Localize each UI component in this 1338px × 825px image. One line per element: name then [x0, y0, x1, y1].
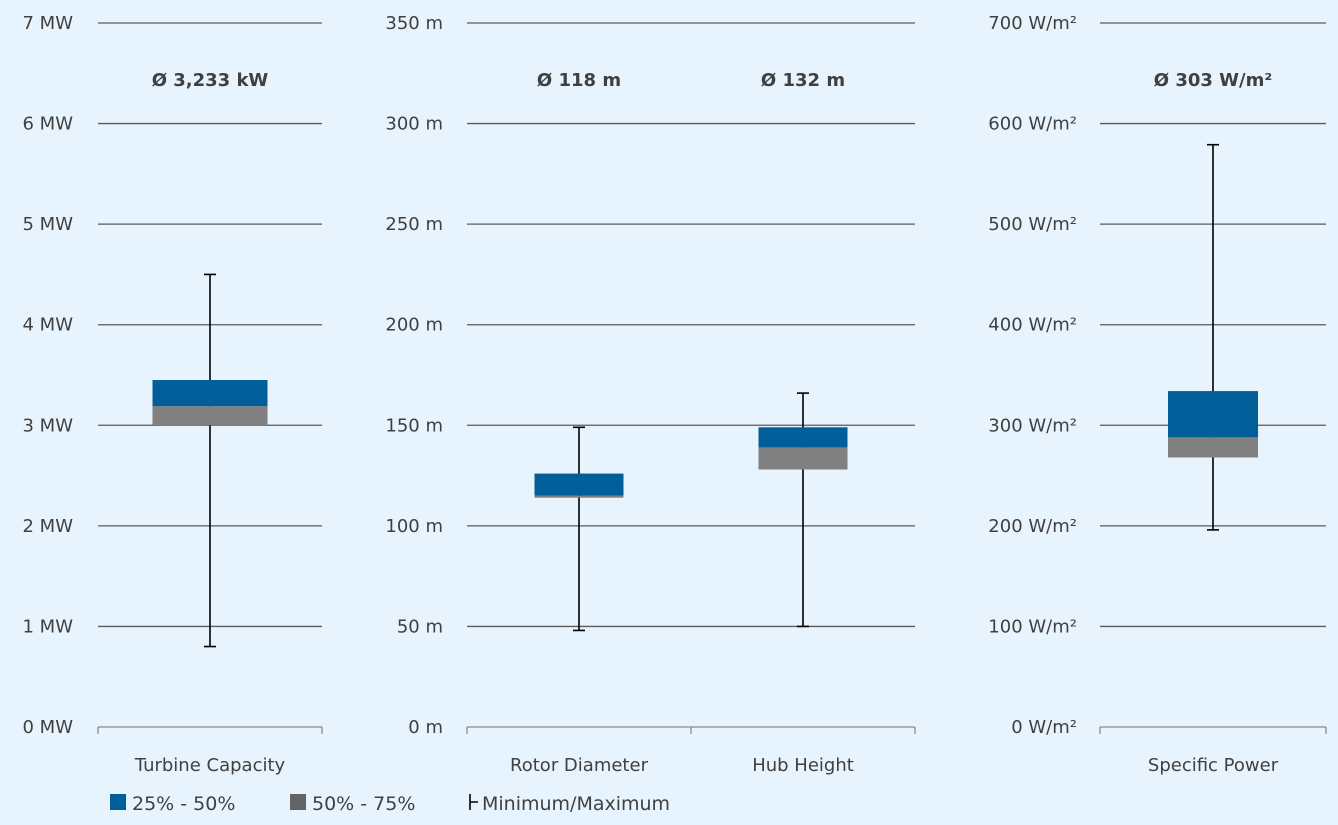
box-lower-segment — [1168, 437, 1258, 458]
x-axis — [466, 726, 916, 734]
y-tick-label: 0 W/m² — [1011, 717, 1077, 738]
y-tick-label: 250 m — [385, 214, 443, 235]
mean-label: Ø 118 m — [537, 70, 621, 91]
chart-legend: 25% - 50% 50% - 75% Minimum/Maximum — [110, 793, 670, 815]
y-tick-label: 5 MW — [22, 214, 73, 235]
y-tick-label: 50 m — [397, 616, 443, 637]
mean-label: Ø 303 W/m² — [1154, 70, 1272, 91]
category-label: Hub Height — [752, 755, 854, 776]
y-tick-label: 500 W/m² — [988, 214, 1077, 235]
box-lower-segment — [758, 447, 848, 470]
x-axis — [97, 726, 323, 734]
legend-item: Minimum/Maximum — [469, 793, 670, 815]
y-tick-label: 400 W/m² — [988, 315, 1077, 336]
chart-panel-2: 0 W/m² 100 W/m² 200 W/m² 300 W/m² 400 W/m² 50… — [988, 13, 1327, 776]
category-label: Rotor Diameter — [510, 755, 649, 776]
category-label: Specific Power — [1148, 755, 1279, 776]
legend-whisker-symbol — [469, 794, 478, 810]
y-tick-label: 150 m — [385, 415, 443, 436]
category-label: Turbine Capacity — [134, 755, 286, 776]
x-axis — [1099, 726, 1327, 734]
y-tick-label: 100 m — [385, 516, 443, 537]
chart-panels: 0 MW 1 MW 2 MW 3 MW 4 MW 5 MW 6 MW 7 MW Ø 3,233 … — [22, 13, 1327, 776]
y-tick-label: 600 W/m² — [988, 114, 1077, 135]
y-tick-label: 6 MW — [22, 114, 73, 135]
box-upper-segment — [758, 427, 848, 448]
y-tick-label: 7 MW — [22, 13, 73, 34]
y-tick-label: 200 m — [385, 315, 443, 336]
box-lower-segment — [534, 495, 624, 498]
y-tick-label: 100 W/m² — [988, 616, 1077, 637]
y-tick-label: 0 m — [408, 717, 443, 738]
box-upper-segment — [534, 473, 624, 496]
y-tick-label: 2 MW — [22, 516, 73, 537]
legend-swatch — [290, 794, 306, 810]
y-tick-label: 200 W/m² — [988, 516, 1077, 537]
legend-label: 25% - 50% — [132, 793, 235, 815]
mean-label: Ø 132 m — [761, 70, 845, 91]
legend-label: 50% - 75% — [312, 793, 415, 815]
legend-label: Minimum/Maximum — [482, 793, 670, 815]
y-tick-label: 300 m — [385, 114, 443, 135]
y-tick-label: 1 MW — [22, 616, 73, 637]
box-upper-segment — [1168, 391, 1258, 438]
y-tick-label: 700 W/m² — [988, 13, 1077, 34]
legend-item: 25% - 50% — [110, 793, 235, 815]
y-tick-label: 3 MW — [22, 415, 73, 436]
chart-panel-0: 0 MW 1 MW 2 MW 3 MW 4 MW 5 MW 6 MW 7 MW Ø 3,233 … — [22, 13, 323, 776]
legend-swatch — [110, 794, 126, 810]
box-upper-segment — [152, 380, 268, 407]
chart-panel-1: 0 m 50 m 100 m 150 m 200 m 250 m 300 m 350 m Ø 1… — [385, 13, 916, 776]
y-tick-label: 4 MW — [22, 315, 73, 336]
legend-item: 50% - 75% — [290, 793, 415, 815]
box-lower-segment — [152, 406, 268, 426]
y-tick-label: 350 m — [385, 13, 443, 34]
y-tick-label: 300 W/m² — [988, 415, 1077, 436]
y-tick-label: 0 MW — [22, 717, 73, 738]
mean-label: Ø 3,233 kW — [152, 70, 269, 91]
